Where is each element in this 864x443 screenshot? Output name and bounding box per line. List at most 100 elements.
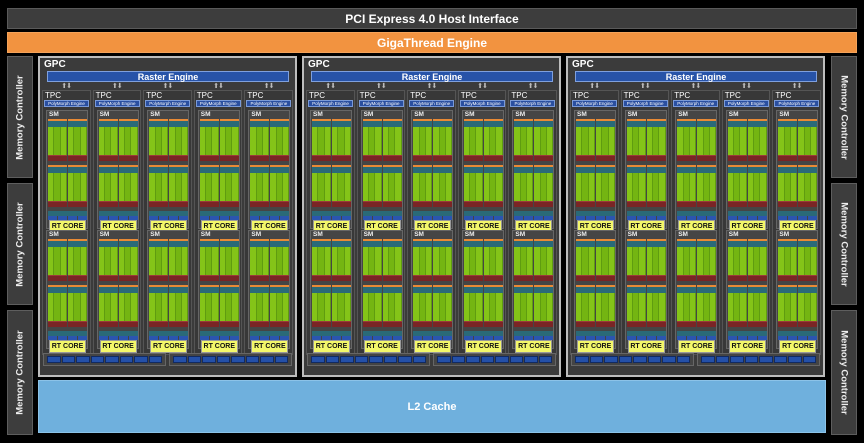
tpc: ⬆⬇ TPC PolyMorph Engine SM xyxy=(671,82,720,355)
cuda-cores xyxy=(219,293,239,321)
sm-processing-block xyxy=(576,165,595,209)
sm-processing-block xyxy=(98,285,118,329)
cuda-cores xyxy=(149,247,169,275)
sm-processing-block xyxy=(798,119,818,163)
cuda-cores xyxy=(646,247,666,275)
memory-controller-right-1: Memory Controller xyxy=(831,56,857,178)
sm-processing-block xyxy=(118,239,138,283)
sm-processing-block xyxy=(362,165,382,209)
cuda-cores xyxy=(463,293,483,321)
polymorph-label: PolyMorph Engine xyxy=(199,101,237,106)
sm-processing-block xyxy=(576,119,595,163)
sm-processing-block xyxy=(48,239,67,283)
tpc: ⬆⬇ TPC PolyMorph Engine SM xyxy=(457,82,507,355)
streaming-multiprocessor: SM xyxy=(46,230,88,353)
cuda-cores xyxy=(382,247,402,275)
sm-processing-block xyxy=(219,239,239,283)
polymorph-label: PolyMorph Engine xyxy=(98,101,136,106)
rt-core: RT CORE xyxy=(464,340,502,353)
cuda-cores xyxy=(778,247,798,275)
sm-label: SM xyxy=(49,231,59,238)
rt-core-label: RT CORE xyxy=(782,343,814,350)
cuda-cores xyxy=(747,173,767,201)
cuda-cores xyxy=(747,127,767,155)
sm-processing-block xyxy=(362,285,382,329)
sm-label: SM xyxy=(577,111,587,118)
cuda-cores xyxy=(483,247,503,275)
sm-processing-block xyxy=(382,285,402,329)
texture-units xyxy=(778,336,818,340)
rt-core-label: RT CORE xyxy=(518,223,550,230)
gpc-label: GPC xyxy=(44,59,66,70)
memory-partition-units xyxy=(307,353,430,366)
pcie-host-interface: PCI Express 4.0 Host Interface xyxy=(7,8,857,29)
sm-processing-block xyxy=(514,285,534,329)
polymorph-label: PolyMorph Engine xyxy=(312,101,349,106)
sm-l1-cache xyxy=(778,331,818,336)
sm-label: SM xyxy=(515,231,526,238)
bidirectional-arrow-icon: ⬆⬇ xyxy=(589,83,600,90)
sm-processing-block xyxy=(312,239,331,283)
streaming-multiprocessor: SM xyxy=(725,230,768,353)
cuda-cores xyxy=(118,293,138,321)
sm-processing-block xyxy=(270,285,290,329)
texture-units xyxy=(250,336,290,340)
gpc-label: GPC xyxy=(308,59,330,70)
cuda-cores xyxy=(576,173,595,201)
sm-processing-block xyxy=(727,239,747,283)
polymorph-label: PolyMorph Engine xyxy=(48,101,85,106)
memory-controller-left-1: Memory Controller xyxy=(7,56,33,178)
sm-processing-block xyxy=(677,239,697,283)
sm-processing-block xyxy=(596,285,615,329)
cuda-cores xyxy=(646,173,666,201)
tpc-label: TPC xyxy=(674,91,691,100)
memory-controller-right-3: Memory Controller xyxy=(831,310,857,435)
sm-processing-block xyxy=(250,239,270,283)
tpc-label: TPC xyxy=(573,91,589,100)
rt-core-label: RT CORE xyxy=(579,223,612,230)
tpc: ⬆⬇ TPC PolyMorph Engine SM xyxy=(407,82,456,355)
cuda-cores xyxy=(169,127,189,155)
bidirectional-arrow-icon: ⬆⬇ xyxy=(263,83,275,90)
tpc: ⬆⬇ TPC PolyMorph Engine SM xyxy=(356,82,406,355)
sm-label: SM xyxy=(251,111,262,118)
sm-processing-block xyxy=(727,285,747,329)
texture-units xyxy=(626,216,666,220)
sm-label: SM xyxy=(363,111,374,118)
cuda-cores xyxy=(169,247,189,275)
streaming-multiprocessor: SM xyxy=(574,230,616,353)
polymorph-engine: PolyMorph Engine xyxy=(572,100,617,107)
sm-processing-block xyxy=(98,239,118,283)
rt-core: RT CORE xyxy=(251,340,289,353)
raster-label: Raster Engine xyxy=(401,71,463,82)
cuda-cores xyxy=(433,173,453,201)
cuda-cores xyxy=(169,293,189,321)
cuda-cores xyxy=(433,293,453,321)
sm-processing-block xyxy=(312,165,331,209)
cuda-cores xyxy=(697,173,717,201)
sm-label: SM xyxy=(728,231,739,238)
memory-partition-units xyxy=(433,353,556,366)
texture-units xyxy=(413,336,453,340)
rt-core-label: RT CORE xyxy=(102,223,134,230)
gigathread-label: GigaThread Engine xyxy=(376,35,487,50)
cuda-cores xyxy=(413,293,433,321)
l2-cache: L2 Cache xyxy=(38,380,826,433)
sm-label: SM xyxy=(728,111,739,118)
rt-core-label: RT CORE xyxy=(630,223,662,230)
streaming-multiprocessor: SM xyxy=(624,230,667,353)
sm-l1-cache xyxy=(48,331,87,336)
rt-core: RT CORE xyxy=(99,340,137,353)
cuda-cores xyxy=(534,127,554,155)
sm-processing-block xyxy=(149,239,169,283)
cuda-cores xyxy=(534,293,554,321)
streaming-multiprocessor: SM xyxy=(147,230,190,353)
mc-label: Memory Controller xyxy=(838,201,850,287)
cuda-cores xyxy=(778,173,798,201)
sm-processing-block xyxy=(382,239,402,283)
sm-processing-block xyxy=(778,285,798,329)
sm-l1-cache xyxy=(199,211,239,216)
polymorph-label: PolyMorph Engine xyxy=(677,101,715,106)
cuda-cores xyxy=(270,127,290,155)
sm-processing-block xyxy=(576,285,595,329)
